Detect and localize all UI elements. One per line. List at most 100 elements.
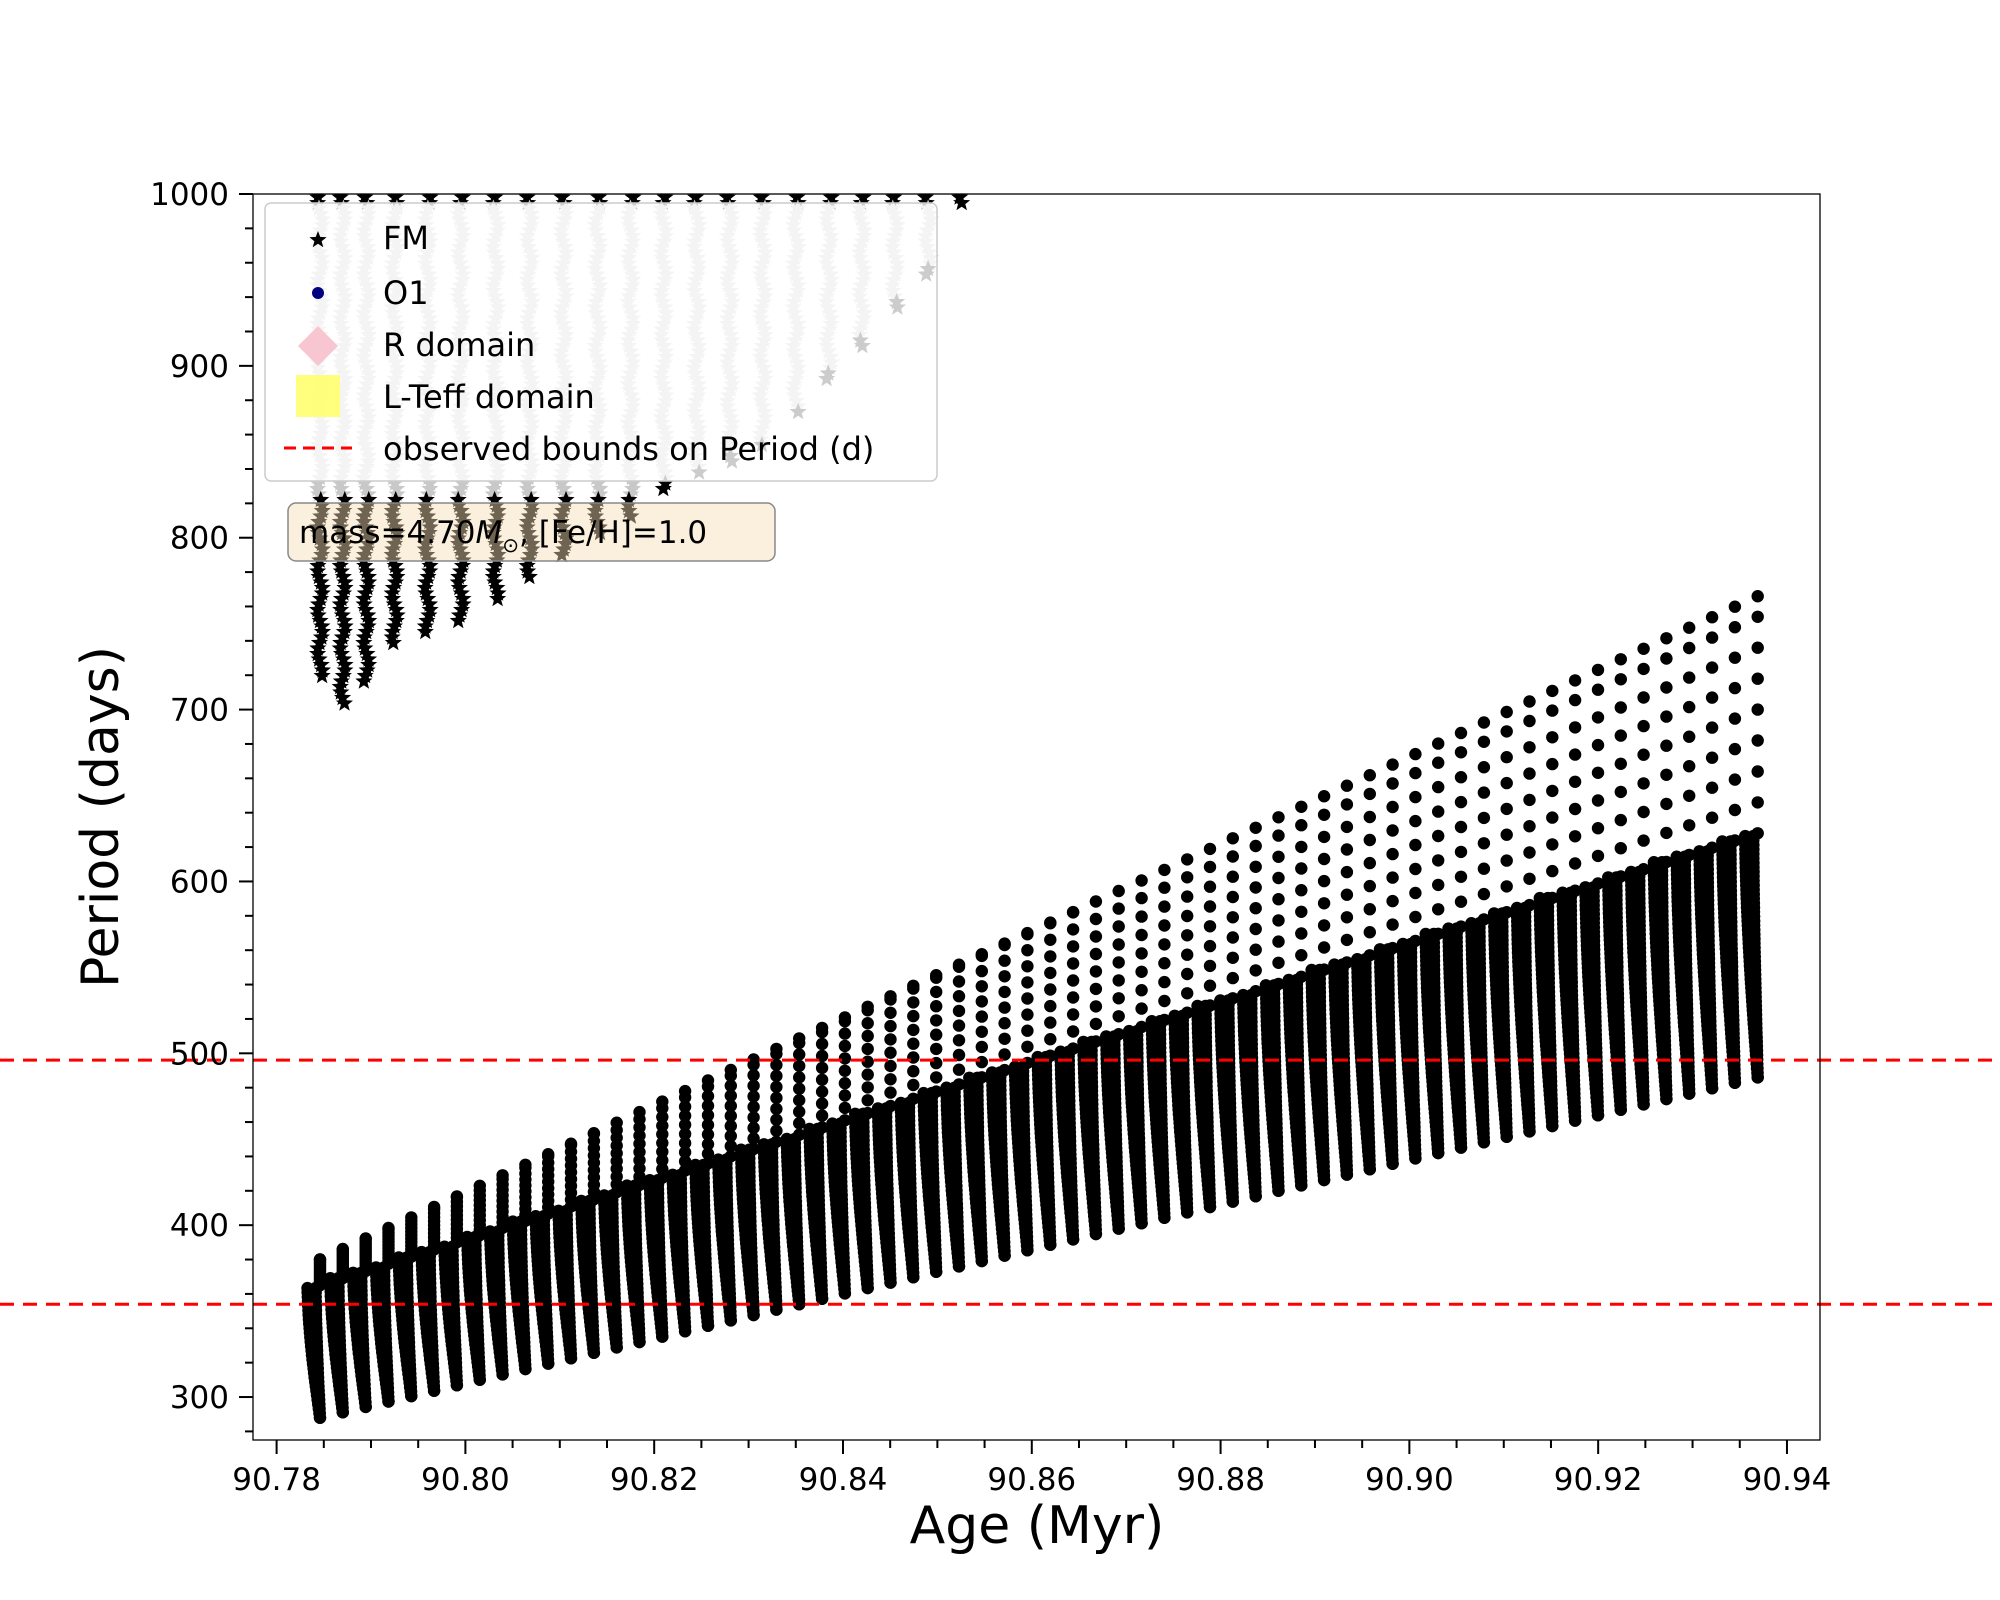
fm-point (589, 490, 607, 508)
o1-point (1112, 938, 1125, 951)
o1-point (1112, 1010, 1125, 1023)
o1-point (1112, 920, 1125, 933)
o1-point (678, 1136, 692, 1150)
o1-point (1249, 922, 1262, 936)
fm-point (554, 501, 572, 519)
o1-point (952, 1063, 966, 1076)
fm-point (489, 589, 507, 607)
fm-point (388, 485, 406, 502)
fm-point (449, 611, 467, 629)
fm-point (313, 666, 331, 684)
o1-point (793, 1105, 806, 1118)
o1-point (815, 1061, 829, 1075)
o1-point (770, 1069, 783, 1083)
fm-point (335, 650, 353, 667)
o1-point (724, 1119, 737, 1133)
o1-point (884, 1046, 897, 1059)
o1-point (1135, 891, 1148, 905)
fm-point (421, 562, 439, 579)
fm-point (383, 545, 401, 563)
fm-point (553, 545, 571, 563)
fm-point (556, 496, 574, 513)
fm-point (335, 694, 353, 711)
fm-point (553, 474, 571, 491)
o1-point (1089, 1017, 1103, 1031)
fm-point (312, 573, 330, 590)
o1-point (656, 1128, 669, 1141)
o1-point (1021, 1040, 1034, 1054)
o1-point (724, 1099, 737, 1113)
o1-point (907, 1037, 920, 1050)
o1-point (1158, 863, 1171, 877)
fm-point (310, 485, 328, 502)
fm-point (311, 529, 329, 546)
fm-point (624, 479, 642, 497)
fm-point (420, 523, 438, 541)
o1-point (656, 1110, 669, 1124)
o1-point (1181, 929, 1194, 942)
o1-point (975, 948, 988, 961)
o1-point (815, 1109, 829, 1122)
fm-point (335, 529, 353, 546)
o1-point (678, 1164, 692, 1177)
o1-point (1272, 871, 1285, 885)
o1-point (678, 1118, 692, 1132)
fm-point (453, 600, 471, 618)
fm-point (311, 611, 329, 629)
o1-point (975, 1040, 988, 1054)
o1-point (975, 964, 988, 978)
fm-point (356, 584, 374, 601)
o1-point (884, 1033, 897, 1046)
o1-point (815, 1085, 829, 1098)
fm-point (332, 589, 351, 607)
o1-point (313, 1253, 327, 1266)
o1-point (907, 996, 920, 1009)
o1-point (1181, 987, 1194, 1000)
fm-point (488, 496, 506, 513)
o1-point (1203, 979, 1217, 992)
o1-point (1066, 1042, 1080, 1055)
o1-point (838, 1027, 852, 1040)
fm-point (357, 622, 375, 640)
fm-point (335, 501, 353, 519)
o1-point (952, 1034, 966, 1047)
o1-point (1226, 911, 1240, 924)
fm-point (588, 512, 606, 530)
fm-point (452, 479, 470, 497)
o1-point (1249, 902, 1262, 915)
o1-point (1203, 920, 1217, 933)
o1-point (678, 1100, 692, 1113)
fm-point (555, 194, 573, 211)
fm-point (486, 556, 504, 574)
fm-point (334, 545, 352, 563)
o1-point (656, 1119, 669, 1132)
fm-point (656, 474, 674, 491)
fm-point (355, 672, 373, 689)
o1-point (1249, 964, 1262, 977)
o1-point (815, 1073, 829, 1087)
fm-point (555, 479, 573, 497)
o1-point (975, 1055, 988, 1069)
o1-point (1066, 957, 1080, 970)
fm-point (822, 194, 840, 211)
fm-point (454, 474, 472, 491)
o1-point (861, 1029, 874, 1043)
o1-point (1272, 829, 1285, 842)
o1-point (793, 1059, 806, 1073)
fm-point (358, 661, 376, 678)
o1-point (1226, 890, 1240, 904)
o1-point (861, 1042, 874, 1056)
o1-point (1044, 999, 1057, 1013)
o1-point (1158, 900, 1171, 913)
fm-point (451, 194, 469, 211)
fm-point (309, 479, 327, 497)
o1-point (656, 1136, 669, 1150)
o1-point (770, 1124, 783, 1138)
fm-point (557, 534, 575, 552)
fm-point (333, 606, 351, 623)
o1-point (724, 1129, 737, 1143)
o1-point (1203, 842, 1217, 856)
fm-point (355, 512, 373, 530)
o1-point (747, 1100, 760, 1114)
